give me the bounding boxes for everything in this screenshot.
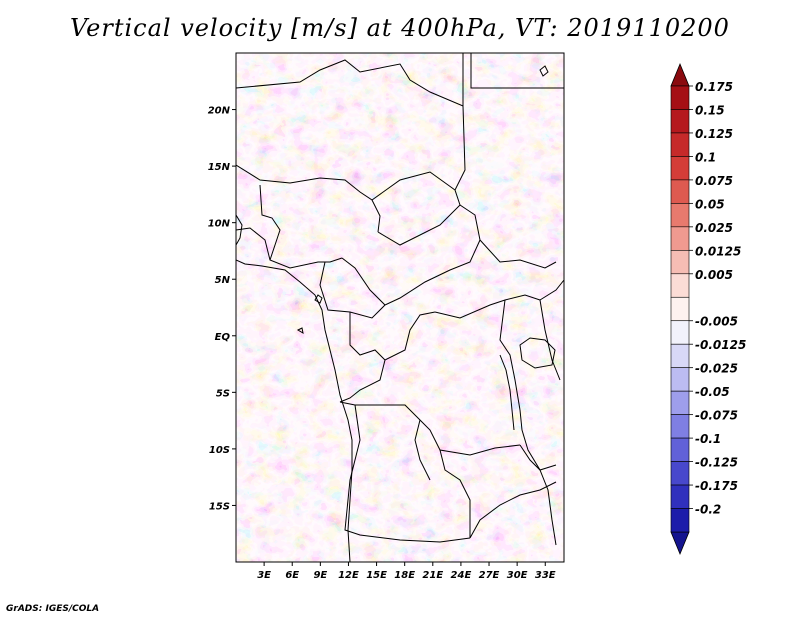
lat-tick-label: 15S bbox=[209, 501, 230, 512]
lat-tick-label: 10S bbox=[209, 445, 230, 456]
lon-tick-label: 3E bbox=[257, 570, 271, 581]
colorbar-box bbox=[670, 132, 690, 157]
colorbar-box bbox=[670, 437, 690, 462]
coastlines bbox=[236, 65, 557, 562]
colorbar-box bbox=[670, 461, 690, 486]
lon-tick-label: 30E bbox=[507, 570, 528, 581]
colorbar-box bbox=[670, 367, 690, 392]
lat-tick-label: 5N bbox=[215, 275, 231, 286]
colorbar-box bbox=[670, 250, 690, 275]
colorbar-label: -0.075 bbox=[695, 409, 738, 423]
lon-tick-label: 6E bbox=[285, 570, 299, 581]
lon-tick-label: 15E bbox=[366, 570, 387, 581]
country-borders bbox=[236, 53, 564, 543]
credit-label: GrADS: IGES/COLA bbox=[6, 604, 100, 614]
colorbar-label: -0.175 bbox=[695, 479, 738, 493]
colorbar-box bbox=[670, 156, 690, 181]
colorbar-box bbox=[670, 226, 690, 251]
colorbar-box bbox=[670, 179, 690, 204]
colorbar-label: -0.005 bbox=[695, 315, 738, 329]
lat-tick-label: 15N bbox=[208, 162, 231, 173]
colorbar-box bbox=[670, 414, 690, 439]
lon-tick-label: 9E bbox=[313, 570, 327, 581]
colorbar-label: -0.1 bbox=[695, 432, 721, 446]
colorbar-box bbox=[670, 203, 690, 228]
latitude-ticks: 20N 15N 10N 5N EQ 5S 10S 15S bbox=[208, 106, 236, 512]
plot-frame bbox=[235, 52, 565, 563]
map-title: Vertical velocity [m/s] at 400hPa, VT: 2… bbox=[70, 14, 730, 42]
colorbar-label: -0.025 bbox=[695, 362, 738, 376]
colorbar-label: 0.05 bbox=[695, 197, 725, 211]
colorbar-label: 0.15 bbox=[695, 103, 725, 117]
colorbar-label: 0.005 bbox=[695, 268, 733, 282]
colorbar-label: 0.125 bbox=[695, 127, 733, 141]
colorbar-box bbox=[670, 296, 690, 322]
colorbar-box bbox=[670, 484, 690, 509]
colorbar-box bbox=[670, 390, 690, 415]
lat-tick-label: 5S bbox=[216, 388, 230, 399]
colorbar-box bbox=[670, 85, 690, 110]
colorbar-box bbox=[670, 508, 690, 533]
colorbar-box bbox=[670, 109, 690, 134]
lat-tick-label: 10N bbox=[208, 219, 231, 230]
lon-tick-label: 27E bbox=[479, 570, 500, 581]
lon-tick-label: 18E bbox=[394, 570, 415, 581]
shaded-field bbox=[236, 53, 564, 562]
lat-tick-label: 20N bbox=[208, 106, 231, 117]
colorbar-label: -0.125 bbox=[695, 456, 738, 470]
colorbar-box bbox=[670, 273, 690, 298]
colorbar-label: 0.0125 bbox=[695, 244, 741, 258]
colorbar-boxes bbox=[670, 62, 690, 556]
colorbar-labels: 0.175 0.15 0.125 0.1 0.075 0.05 0.025 0.0125 0.0… bbox=[689, 80, 746, 517]
colorbar-bottom-arrow bbox=[670, 531, 690, 556]
lon-tick-label: 24E bbox=[451, 570, 472, 581]
colorbar-label: 0.025 bbox=[695, 221, 733, 235]
colorbar-label: -0.2 bbox=[695, 503, 721, 517]
colorbar-top-arrow bbox=[670, 62, 690, 87]
longitude-ticks: 3E 6E 9E 12E 15E 18E 21E 24E 27E 30E 33E bbox=[257, 562, 556, 581]
lon-tick-label: 21E bbox=[422, 570, 443, 581]
colorbar-label: -0.05 bbox=[695, 385, 730, 399]
colorbar-label: 0.075 bbox=[695, 174, 733, 188]
colorbar-label: -0.0125 bbox=[695, 338, 746, 352]
lat-tick-label: EQ bbox=[215, 332, 231, 343]
colorbar-box bbox=[670, 320, 690, 345]
colorbar-box bbox=[670, 343, 690, 368]
colorbar-label: 0.1 bbox=[695, 150, 716, 164]
colorbar-label: 0.175 bbox=[695, 80, 733, 94]
lon-tick-label: 33E bbox=[535, 570, 556, 581]
lon-tick-label: 12E bbox=[338, 570, 359, 581]
